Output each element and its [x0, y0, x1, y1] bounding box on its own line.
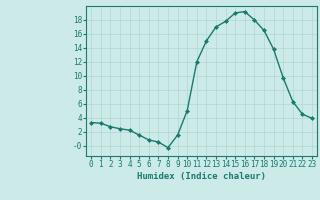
X-axis label: Humidex (Indice chaleur): Humidex (Indice chaleur)	[137, 172, 266, 181]
